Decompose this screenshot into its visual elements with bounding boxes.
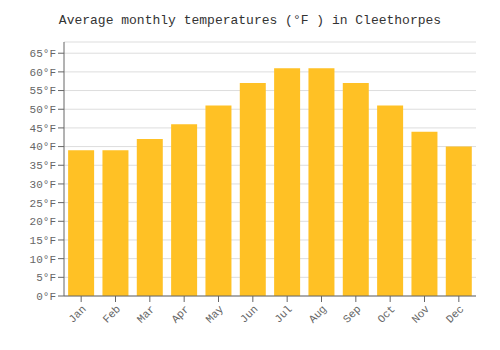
svg-text:Oct: Oct xyxy=(375,303,397,325)
svg-text:0°F: 0°F xyxy=(36,291,56,303)
svg-text:Mar: Mar xyxy=(135,303,157,325)
svg-text:5°F: 5°F xyxy=(36,272,56,284)
svg-text:Jan: Jan xyxy=(66,303,88,325)
svg-text:25°F: 25°F xyxy=(30,198,56,210)
svg-text:50°F: 50°F xyxy=(30,104,56,116)
svg-text:Dec: Dec xyxy=(444,303,466,325)
svg-text:Nov: Nov xyxy=(410,303,433,326)
svg-text:Sep: Sep xyxy=(341,303,363,325)
svg-text:55°F: 55°F xyxy=(30,85,56,97)
svg-text:May: May xyxy=(204,303,227,326)
svg-text:15°F: 15°F xyxy=(30,235,56,247)
svg-text:Jun: Jun xyxy=(238,303,260,325)
svg-text:10°F: 10°F xyxy=(30,254,56,266)
svg-text:60°F: 60°F xyxy=(30,67,56,79)
svg-text:20°F: 20°F xyxy=(30,216,56,228)
svg-text:30°F: 30°F xyxy=(30,179,56,191)
svg-text:Aug: Aug xyxy=(307,303,329,325)
svg-text:45°F: 45°F xyxy=(30,123,56,135)
html-text:Average monthly temperatures (: Average monthly temperatures (°F ) in Cl… xyxy=(58,13,442,28)
svg-text:40°F: 40°F xyxy=(30,141,56,153)
svg-text:Feb: Feb xyxy=(101,303,123,325)
svg-text:Apr: Apr xyxy=(169,303,191,325)
svg-text:35°F: 35°F xyxy=(30,160,56,172)
svg-text:Jul: Jul xyxy=(272,303,294,325)
svg-text:65°F: 65°F xyxy=(30,48,56,60)
